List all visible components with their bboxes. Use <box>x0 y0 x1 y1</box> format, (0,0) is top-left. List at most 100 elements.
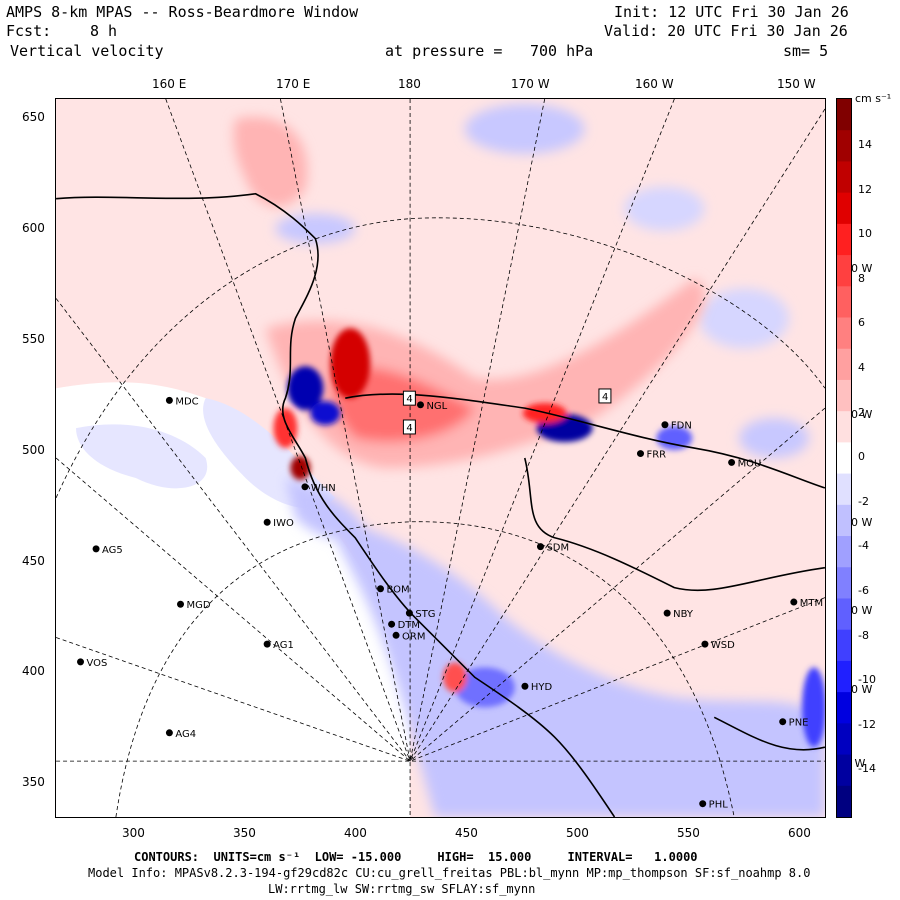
station-label: NGL <box>426 401 447 412</box>
station-orm[interactable]: ORM <box>392 631 426 642</box>
station-label: PNE <box>789 718 809 729</box>
station-marker <box>779 718 787 726</box>
station-label: WHN <box>311 483 336 494</box>
colorbar-swatch <box>837 348 851 381</box>
colorbar-swatch <box>837 536 851 568</box>
station-marker <box>377 585 384 593</box>
colorbar-swatch <box>837 442 851 475</box>
y-tick-550: 550 <box>22 332 45 346</box>
station-label: AG4 <box>175 729 196 740</box>
init-time: Init: 12 UTC Fri 30 Jan 26 <box>614 3 849 21</box>
station-ag4[interactable]: AG4 <box>165 729 196 740</box>
lower-blue-band <box>285 477 825 817</box>
station-marker <box>790 598 798 606</box>
station-frr[interactable]: FRR <box>637 450 666 461</box>
station-label: IWO <box>273 518 294 529</box>
station-marker <box>417 401 424 409</box>
contour-label-box: 4 <box>402 419 416 435</box>
station-label: BOM <box>386 585 409 596</box>
station-pne[interactable]: PNE <box>779 718 808 729</box>
station-label: AG1 <box>273 640 294 651</box>
svg-text:4: 4 <box>406 423 412 434</box>
station-marker <box>637 450 644 458</box>
station-label: HYD <box>531 682 553 693</box>
svg-text:4: 4 <box>406 394 412 405</box>
station-bom[interactable]: BOM <box>377 585 410 596</box>
x-tick-500: 500 <box>566 826 589 840</box>
colorbar-label: -10 <box>858 673 876 687</box>
station-iwo[interactable]: IWO <box>263 518 294 529</box>
x-tick-300: 300 <box>122 826 145 840</box>
model-info: Model Info: MPASv8.2.3-194-gf29cd82c CU:… <box>88 866 811 880</box>
colorbar-swatch <box>837 223 851 256</box>
station-mou[interactable]: MOU <box>728 458 761 469</box>
lon-label-160w: 160 W <box>635 77 674 91</box>
colorbar-label: -8 <box>858 628 869 642</box>
colorbar-label: 10 <box>858 227 872 241</box>
station-label: SDM <box>546 543 569 554</box>
station-vos[interactable]: VOS <box>77 658 107 669</box>
station-marker <box>263 518 271 526</box>
station-dtm[interactable]: DTM <box>388 620 420 631</box>
y-tick-450: 450 <box>22 554 45 568</box>
negative-patch <box>203 398 336 509</box>
colorbar-swatch <box>837 192 851 225</box>
colorbar-swatch <box>837 754 851 787</box>
station-marker <box>92 545 100 553</box>
station-marker <box>663 609 671 617</box>
colorbar-swatch <box>837 99 851 131</box>
station-marker <box>77 658 85 666</box>
station-marker <box>388 620 396 628</box>
smoothing-value: sm= 5 <box>783 42 829 60</box>
forecast-label: Fcst: <box>6 22 52 40</box>
station-marker <box>263 640 271 648</box>
colorbar-swatch <box>837 660 851 693</box>
colorbar-swatch <box>837 504 851 537</box>
field-name: Vertical velocity <box>10 42 164 60</box>
station-sdm[interactable]: SDM <box>537 543 569 554</box>
station-whn[interactable]: WHN <box>301 483 336 494</box>
level-label: at pressure = <box>385 42 503 60</box>
colorbar-label: -6 <box>858 584 869 597</box>
station-phl[interactable]: PHL <box>699 800 728 811</box>
colorbar-label: -2 <box>858 494 869 508</box>
station-marker <box>699 800 707 808</box>
station-ag1[interactable]: AG1 <box>263 640 294 651</box>
lon-label-170w: 170 W <box>511 77 550 91</box>
station-label: VOS <box>86 658 107 669</box>
x-tick-550: 550 <box>677 826 700 840</box>
station-label: AG5 <box>102 545 123 556</box>
station-label: FRR <box>646 450 666 461</box>
station-wsd[interactable]: WSD <box>701 640 735 651</box>
station-mtm[interactable]: MTM <box>790 598 823 609</box>
station-label: DTM <box>398 620 420 631</box>
lon-label-150w: 150 W <box>777 77 816 91</box>
colorbar-swatch <box>837 379 851 412</box>
station-marker <box>165 396 173 404</box>
station-mgd[interactable]: MGD <box>177 600 211 611</box>
station-ngl[interactable]: NGL <box>417 401 448 412</box>
station-fdn[interactable]: FDN <box>661 421 692 432</box>
svg-text:4: 4 <box>602 392 608 403</box>
station-hyd[interactable]: HYD <box>521 682 553 693</box>
station-nby[interactable]: NBY <box>663 609 694 620</box>
x-tick-450: 450 <box>455 826 478 840</box>
station-ag5[interactable]: AG5 <box>92 545 123 556</box>
station-mdc[interactable]: MDC <box>165 396 199 407</box>
station-label: ORM <box>402 631 425 642</box>
station-marker <box>165 729 173 737</box>
colorbar <box>836 98 852 818</box>
station-label: STG <box>415 609 435 620</box>
station-marker <box>701 640 709 648</box>
y-tick-650: 650 <box>22 110 45 124</box>
x-tick-350: 350 <box>233 826 256 840</box>
contour-info: CONTOURS: UNITS=cm s⁻¹ LOW= -15.000 HIGH… <box>134 850 698 864</box>
station-label: NBY <box>673 609 694 620</box>
colorbar-swatch <box>837 723 851 756</box>
valid-time: Valid: 20 UTC Fri 30 Jan 26 <box>604 22 848 40</box>
x-tick-400: 400 <box>344 826 367 840</box>
contour-label-box: 4 <box>402 390 416 406</box>
colorbar-swatch <box>837 692 851 724</box>
station-stg[interactable]: STG <box>405 609 436 620</box>
